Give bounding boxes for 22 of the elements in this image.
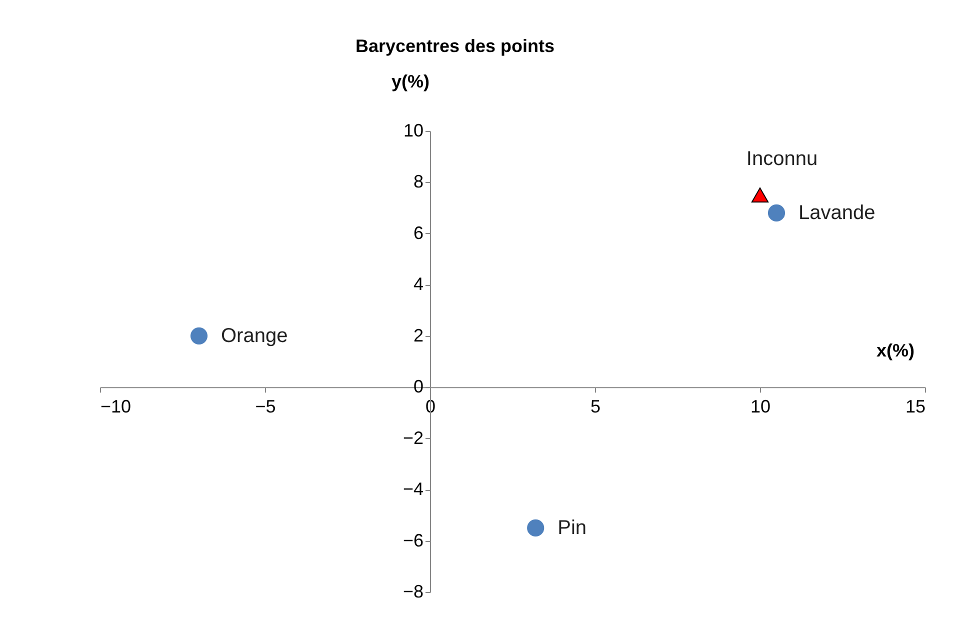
x-tick-label: 15 — [905, 396, 926, 417]
x-axis-title: x(%) — [876, 340, 915, 361]
y-tick-label: 10 — [403, 120, 424, 140]
series-label: Pin — [558, 516, 587, 539]
y-tick-label: 0 — [413, 376, 424, 397]
series-label: Inconnu — [746, 148, 818, 170]
series-label: Lavande — [798, 202, 876, 224]
y-tick-label: 4 — [413, 274, 424, 294]
y-axis-title: y(%) — [391, 72, 430, 92]
x-tick-label: −10 — [100, 396, 132, 417]
y-tick-label: −4 — [402, 479, 424, 500]
series-label: Orange — [221, 324, 288, 347]
chart-title: Barycentres des points — [355, 36, 555, 56]
x-tick-label: 5 — [590, 396, 601, 417]
y-tick-label: 6 — [413, 222, 424, 243]
y-tick-label: 8 — [413, 172, 424, 192]
y-tick-label: −6 — [402, 530, 424, 550]
x-tick-label: −5 — [255, 396, 276, 417]
y-tick-label: −2 — [402, 428, 424, 448]
y-tick-label: 2 — [413, 325, 424, 346]
y-tick-label: −8 — [402, 582, 424, 602]
x-tick-label: 10 — [750, 396, 771, 417]
